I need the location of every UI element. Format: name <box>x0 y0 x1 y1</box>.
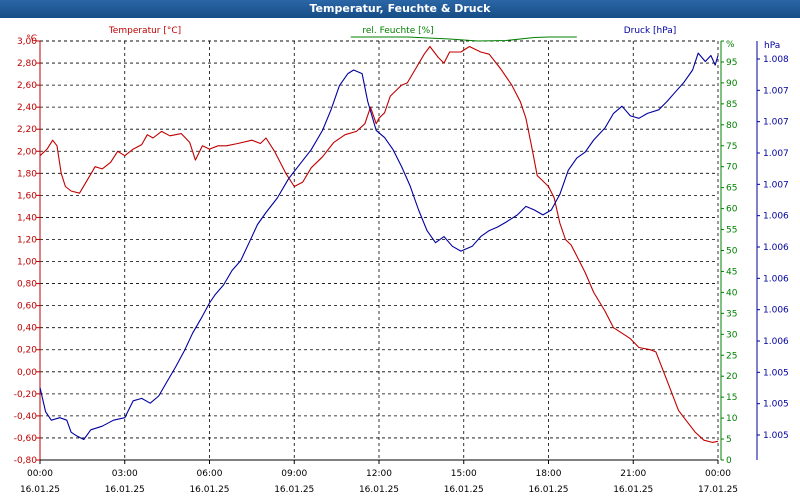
humidity-unit-label: % <box>726 40 735 50</box>
temperature-tick-label: 1,80 <box>17 169 37 179</box>
pressure-unit-label: hPa <box>764 41 780 51</box>
humidity-tick-label: 5 <box>726 435 732 445</box>
pressure-tick-label: 1.005 <box>763 431 789 441</box>
pressure-tick-label: 1.007 <box>763 86 789 96</box>
temperature-tick-label: 0,40 <box>17 324 37 334</box>
humidity-tick-label: 30 <box>726 330 738 340</box>
pressure-tick-label: 1.007 <box>763 118 789 128</box>
humidity-tick-label: 65 <box>726 184 737 194</box>
x-tick-label-date: 16.01.25 <box>613 485 653 495</box>
temperature-tick-label: 1,20 <box>17 235 37 245</box>
humidity-tick-label: 80 <box>726 121 738 131</box>
humidity-tick-label: 95 <box>726 58 737 68</box>
axis-headers: Temperatur [°C] rel. Feuchte [%] Druck [hP… <box>108 26 676 36</box>
humidity-tick-label: 60 <box>726 205 738 215</box>
pressure-tick-label: 1.005 <box>763 368 789 378</box>
window-title: Temperatur, Feuchte & Druck <box>0 0 800 18</box>
chart-background <box>0 18 800 500</box>
x-tick-label-date: 16.01.25 <box>444 485 484 495</box>
temperature-axis-title: Temperatur [°C] <box>108 26 181 36</box>
temperature-tick-label: -0,40 <box>14 412 38 422</box>
humidity-tick-label: 55 <box>726 226 737 236</box>
humidity-tick-label: 85 <box>726 100 737 110</box>
x-tick-label-date: 16.01.25 <box>189 485 229 495</box>
humidity-tick-label: 75 <box>726 142 737 152</box>
x-tick-label-date: 16.01.25 <box>20 485 60 495</box>
humidity-tick-label: 15 <box>726 393 737 403</box>
pressure-tick-label: 1.006 <box>763 337 789 347</box>
temperature-tick-label: 1,00 <box>17 258 37 268</box>
temperature-tick-label: 2,80 <box>17 59 37 69</box>
pressure-tick-label: 1.007 <box>763 180 789 190</box>
pressure-axis-title: Druck [hPa] <box>624 26 677 36</box>
series-line-humidity <box>350 36 577 42</box>
temperature-tick-label: 0,00 <box>17 368 37 378</box>
humidity-tick-label: 10 <box>726 414 738 424</box>
temperature-tick-label: 0,80 <box>17 280 37 290</box>
tick-labels: 00:00 16.01.25 03:00 16.01.25 06:00 16.01.25 0… <box>14 34 789 495</box>
temperature-tick-label: -0,80 <box>14 456 38 466</box>
series-line-temperature <box>39 45 719 443</box>
pressure-tick-label: 1.007 <box>763 149 789 159</box>
humidity-tick-label: 70 <box>726 163 738 173</box>
x-tick-label-time: 00:00 <box>27 469 53 479</box>
humidity-tick-label: 20 <box>726 372 738 382</box>
x-tick-label-time: 09:00 <box>281 469 307 479</box>
humidity-tick-label: 90 <box>726 79 738 89</box>
humidity-tick-label: 0 <box>726 456 732 466</box>
humidity-tick-label: 45 <box>726 267 737 277</box>
temperature-tick-label: -0,20 <box>14 390 38 400</box>
temperature-tick-label: 1,40 <box>17 213 37 223</box>
axes <box>36 40 760 464</box>
pressure-tick-label: 1.006 <box>763 306 789 316</box>
x-tick-label-time: 12:00 <box>366 469 392 479</box>
pressure-tick-label: 1.006 <box>763 212 789 222</box>
temperature-unit-label: °C <box>26 34 37 44</box>
temperature-tick-label: 2,40 <box>17 103 37 113</box>
grid <box>40 40 719 460</box>
series-line-pressure <box>39 52 719 441</box>
temperature-tick-label: 2,20 <box>17 125 37 135</box>
pressure-tick-label: 1.006 <box>763 243 789 253</box>
x-tick-label-time: 00:00 <box>705 469 731 479</box>
temperature-tick-label: 2,60 <box>17 81 37 91</box>
temperature-tick-label: -0,60 <box>14 434 38 444</box>
x-tick-label-date: 17.01.25 <box>698 485 738 495</box>
temperature-tick-label: 1,60 <box>17 191 37 201</box>
humidity-tick-label: 50 <box>726 247 738 257</box>
humidity-tick-label: 40 <box>726 288 738 298</box>
x-tick-label-time: 15:00 <box>451 469 477 479</box>
series-lines <box>39 36 719 443</box>
x-tick-label-date: 16.01.25 <box>528 485 568 495</box>
temperature-tick-label: 3,00 <box>17 37 37 47</box>
pressure-tick-label: 1.006 <box>763 274 789 284</box>
x-tick-label-time: 06:00 <box>197 469 223 479</box>
x-tick-label-date: 16.01.25 <box>105 485 145 495</box>
humidity-axis-title: rel. Feuchte [%] <box>362 26 433 36</box>
temperature-tick-label: 0,20 <box>17 346 37 356</box>
pressure-tick-label: 1.008 <box>763 55 789 65</box>
x-tick-label-time: 03:00 <box>112 469 138 479</box>
pressure-tick-label: 1.005 <box>763 400 789 410</box>
x-tick-label-time: 21:00 <box>620 469 646 479</box>
x-tick-label-time: 18:00 <box>536 469 562 479</box>
temperature-tick-label: 0,60 <box>17 302 37 312</box>
temperature-tick-label: 2,00 <box>17 147 37 157</box>
x-tick-label-date: 16.01.25 <box>274 485 314 495</box>
x-tick-label-date: 16.01.25 <box>359 485 399 495</box>
humidity-tick-label: 25 <box>726 351 737 361</box>
humidity-tick-label: 35 <box>726 309 737 319</box>
